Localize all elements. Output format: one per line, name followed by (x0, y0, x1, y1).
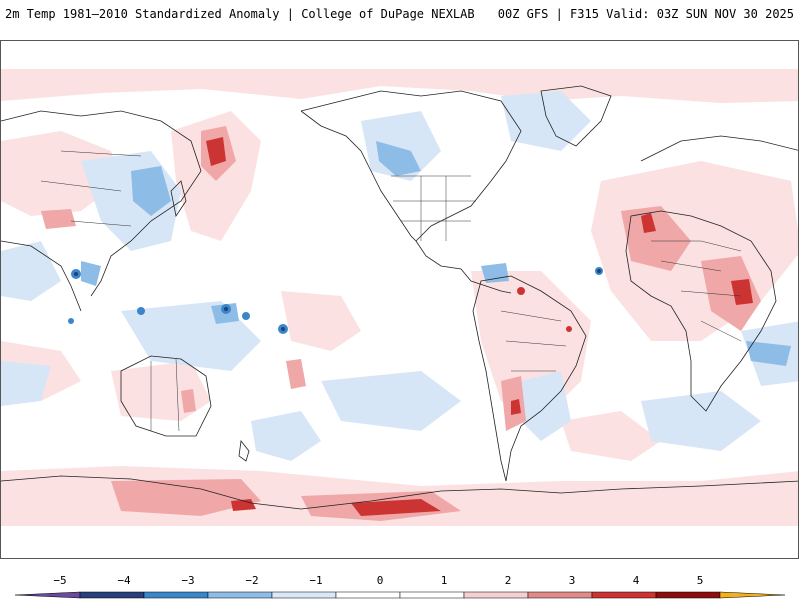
colorbar-segment (655, 591, 721, 599)
colorbar-segment (335, 591, 401, 599)
strong-warm-anomaly-region (206, 137, 753, 516)
political-boundaries (40, 150, 742, 432)
colorbar-legend: −5 −4 −3 −2 −1 0 1 2 3 4 5 (0, 568, 800, 600)
colorbar-segment (591, 591, 657, 599)
world-map-icon (1, 41, 798, 558)
colorbar-tick-label: −1 (309, 574, 322, 587)
header-bar: 2m Temp 1981–2010 Standardized Anomaly |… (0, 0, 800, 40)
colorbar-tick-label: 0 (377, 574, 384, 587)
colorbar-segment (399, 591, 465, 599)
colorbar-segment (207, 591, 273, 599)
colorbar-tick-label: −4 (117, 574, 131, 587)
extreme-cool-anomaly-spots (74, 269, 601, 331)
colorbar-segment (463, 591, 529, 599)
colorbar-min-arrow (14, 591, 81, 599)
colorbar-segment (271, 591, 337, 599)
anomaly-map[interactable] (0, 40, 799, 559)
colorbar-segment (143, 591, 209, 599)
colorbar-tick-label: 2 (505, 574, 512, 587)
colorbar-tick-label: 5 (697, 574, 704, 587)
moderate-warm-anomaly-region (41, 126, 761, 521)
model-run-info: 00Z GFS | F315 Valid: 03Z SUN NOV 30 202… (497, 7, 794, 21)
colorbar-tick-label: 4 (633, 574, 640, 587)
coastlines (1, 85, 798, 510)
colorbar-max-arrow (719, 591, 786, 599)
colorbar-tick-label: 3 (569, 574, 576, 587)
colorbar: −5 −4 −3 −2 −1 0 1 2 3 4 5 (14, 574, 786, 599)
colorbar-segment (79, 591, 145, 599)
moderate-cool-anomaly-region (81, 141, 791, 366)
colorbar-tick-label: −2 (245, 574, 258, 587)
map-title: 2m Temp 1981–2010 Standardized Anomaly |… (5, 7, 475, 21)
colorbar-segment (527, 591, 593, 599)
colorbar-tick-label: −3 (181, 574, 194, 587)
colorbar-tick-label: −5 (53, 574, 66, 587)
colorbar-tick-label: 1 (441, 574, 448, 587)
